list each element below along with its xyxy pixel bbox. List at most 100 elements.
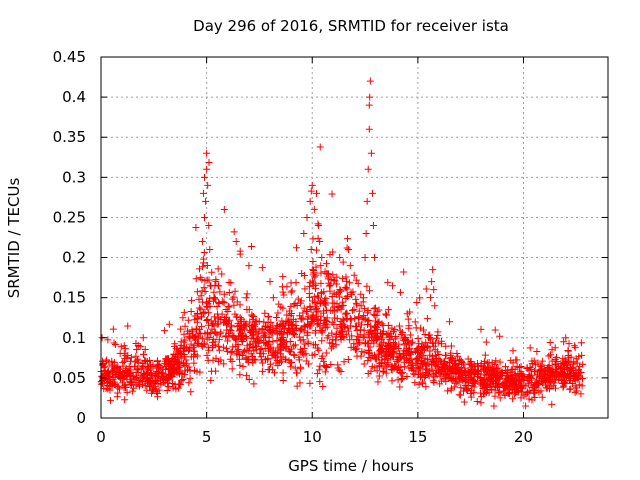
data-point (496, 394, 504, 402)
data-point (177, 325, 185, 333)
data-point (258, 367, 266, 375)
data-point (491, 326, 499, 334)
data-point (236, 371, 244, 379)
data-point (463, 387, 471, 395)
data-point (428, 278, 436, 286)
data-point (343, 277, 351, 285)
data-point (522, 402, 530, 410)
x-axis-label: GPS time / hours (288, 457, 414, 475)
data-point (363, 321, 371, 329)
data-point (147, 369, 155, 377)
data-point (343, 244, 351, 252)
data-point (465, 371, 473, 379)
data-point (150, 383, 158, 391)
data-point (274, 349, 282, 357)
data-point (481, 389, 489, 397)
data-point (312, 263, 320, 271)
data-point (333, 314, 341, 322)
data-point (310, 341, 318, 349)
data-point (363, 197, 371, 205)
data-point (205, 334, 213, 342)
data-point (452, 379, 460, 387)
data-point (297, 325, 305, 333)
data-point (396, 383, 404, 391)
data-point (444, 387, 452, 395)
data-point (384, 361, 392, 369)
data-point (303, 213, 311, 221)
data-point (228, 357, 236, 365)
data-point (320, 357, 328, 365)
data-point (290, 351, 298, 359)
data-point (507, 366, 515, 374)
data-point (204, 181, 212, 189)
data-point (215, 342, 223, 350)
data-point (280, 325, 288, 333)
data-point (220, 319, 228, 327)
x-tick-label: 0 (96, 428, 106, 446)
data-point (538, 361, 546, 369)
data-point (258, 325, 266, 333)
data-point (275, 300, 283, 308)
data-point (419, 326, 427, 334)
data-point (412, 324, 420, 332)
data-point (352, 299, 360, 307)
data-point (360, 348, 368, 356)
data-point (283, 342, 291, 350)
x-tick-label: 20 (514, 428, 533, 446)
data-point (286, 337, 294, 345)
data-point (124, 322, 132, 330)
data-point (400, 350, 408, 358)
data-point (399, 374, 407, 382)
data-point (482, 380, 490, 388)
data-point (579, 374, 587, 382)
data-point (281, 321, 289, 329)
data-point (303, 331, 311, 339)
data-point (274, 361, 282, 369)
data-point (190, 359, 198, 367)
data-point (353, 327, 361, 335)
data-point (277, 340, 285, 348)
data-point (337, 336, 345, 344)
data-point (490, 377, 498, 385)
data-point (299, 336, 307, 344)
data-point (416, 353, 424, 361)
data-point (251, 356, 259, 364)
data-point (258, 345, 266, 353)
data-point (309, 279, 317, 287)
x-tick-label: 5 (202, 428, 212, 446)
x-tick-label: 15 (408, 428, 427, 446)
data-point (404, 315, 412, 323)
data-point (185, 379, 193, 387)
data-point (132, 340, 140, 348)
data-point (187, 388, 195, 396)
data-point (435, 350, 443, 358)
data-point (411, 370, 419, 378)
data-point (545, 376, 553, 384)
data-point (290, 342, 298, 350)
data-point (422, 383, 430, 391)
data-point (577, 339, 585, 347)
data-point (358, 315, 366, 323)
data-point (184, 327, 192, 335)
data-point (228, 348, 236, 356)
data-point (286, 348, 294, 356)
data-point (502, 366, 510, 374)
data-point (102, 357, 110, 365)
data-point (431, 373, 439, 381)
data-point (434, 331, 442, 339)
data-point (357, 326, 365, 334)
data-point (360, 360, 368, 368)
data-point (292, 244, 300, 252)
data-point (188, 296, 196, 304)
data-point (411, 318, 419, 326)
data-point (519, 384, 527, 392)
data-point (317, 297, 325, 305)
data-point (367, 354, 375, 362)
data-point (130, 374, 138, 382)
data-point (181, 353, 189, 361)
data-point (316, 143, 324, 151)
data-point (287, 279, 295, 287)
data-point (409, 367, 417, 375)
data-point (523, 364, 531, 372)
data-point (344, 356, 352, 364)
